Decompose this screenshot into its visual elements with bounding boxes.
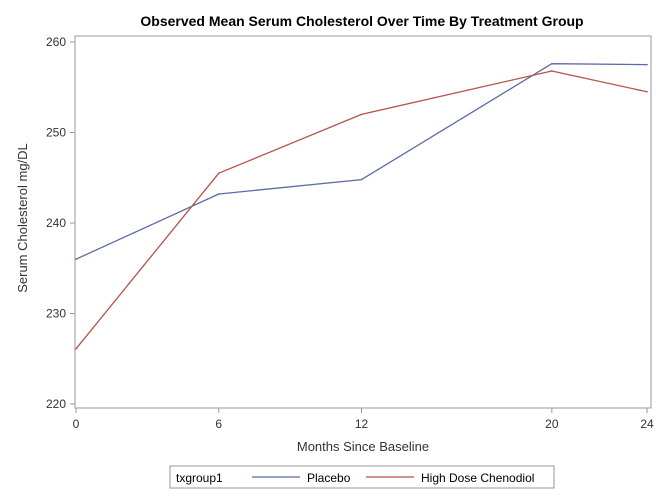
x-axis: 0 6 12 20 24 (73, 408, 654, 431)
y-axis-label: Serum Cholesterol mg/DL (15, 143, 30, 293)
y-axis: 220 230 240 250 260 (46, 35, 75, 411)
legend: txgroup1 Placebo High Dose Chenodiol (169, 465, 555, 489)
y-tick-label: 220 (46, 397, 66, 411)
data-point-placebo (360, 178, 363, 181)
y-tick-label: 250 (46, 126, 66, 140)
data-point-placebo (75, 258, 77, 261)
data-point-placebo (551, 62, 553, 65)
x-tick-label: 20 (545, 417, 559, 431)
chart-title: Observed Mean Serum Cholesterol Over Tim… (140, 13, 583, 29)
data-point-high-dose-chenodiol (646, 90, 648, 93)
data-point-high-dose-chenodiol (75, 347, 77, 350)
data-point-placebo (217, 193, 220, 195)
plot-area-frame (74, 35, 652, 409)
data-point-high-dose-chenodiol (360, 113, 363, 116)
y-tick-label: 260 (46, 35, 66, 49)
x-axis-label: Months Since Baseline (297, 439, 429, 454)
x-tick-label: 12 (355, 417, 369, 431)
x-tick-label: 0 (73, 417, 80, 431)
legend-title: txgroup1 (176, 471, 223, 485)
series-layer (75, 62, 648, 350)
data-point-high-dose-chenodiol (217, 172, 220, 175)
x-tick-label: 24 (640, 417, 654, 431)
legend-label-placebo: Placebo (307, 471, 351, 485)
x-tick-label: 6 (215, 417, 222, 431)
legend-frame (169, 465, 555, 489)
data-point-placebo (646, 63, 648, 66)
y-tick-label: 230 (46, 307, 66, 321)
legend-label-high-dose-chenodiol: High Dose Chenodiol (421, 471, 534, 485)
y-tick-label: 240 (46, 216, 66, 230)
data-point-high-dose-chenodiol (551, 70, 553, 72)
